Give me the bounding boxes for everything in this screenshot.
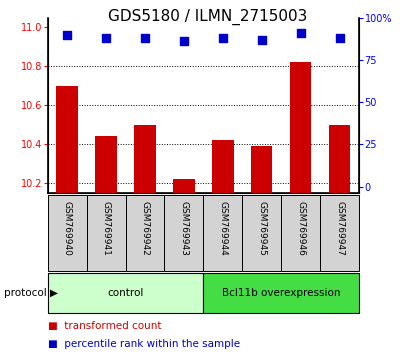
Text: protocol ▶: protocol ▶ [4,288,58,298]
Bar [203,195,242,271]
Point [259,37,265,42]
Bar [212,141,234,193]
Point [297,30,304,36]
Bar [290,63,311,193]
Text: ■  percentile rank within the sample: ■ percentile rank within the sample [48,339,240,349]
Text: GSM769947: GSM769947 [335,201,344,256]
Text: GSM769941: GSM769941 [102,201,110,256]
Text: GSM769946: GSM769946 [296,201,305,256]
Text: GSM769943: GSM769943 [179,201,188,256]
Bar [125,195,164,271]
Text: GSM769945: GSM769945 [257,201,266,256]
Bar [173,179,195,193]
Point [220,35,226,41]
Text: ■  transformed count: ■ transformed count [48,321,161,331]
Point [64,32,71,38]
Text: GSM769942: GSM769942 [141,201,149,256]
Bar [95,137,117,193]
Point [336,35,343,41]
Bar [242,195,281,271]
Bar [56,86,78,193]
Text: control: control [107,288,144,298]
Point [181,39,187,44]
Text: GSM769944: GSM769944 [218,201,227,256]
Text: Bcl11b overexpression: Bcl11b overexpression [222,288,340,298]
Bar [87,195,125,271]
Bar [203,273,359,313]
Text: GSM769940: GSM769940 [63,201,72,256]
Bar [164,195,203,271]
Text: GDS5180 / ILMN_2715003: GDS5180 / ILMN_2715003 [108,9,307,25]
Bar [320,195,359,271]
Bar [251,146,272,193]
Bar [134,125,156,193]
Bar [281,195,320,271]
Point [142,35,148,41]
Bar [48,195,87,271]
Bar [329,125,350,193]
Point [103,35,110,41]
Bar [48,273,203,313]
